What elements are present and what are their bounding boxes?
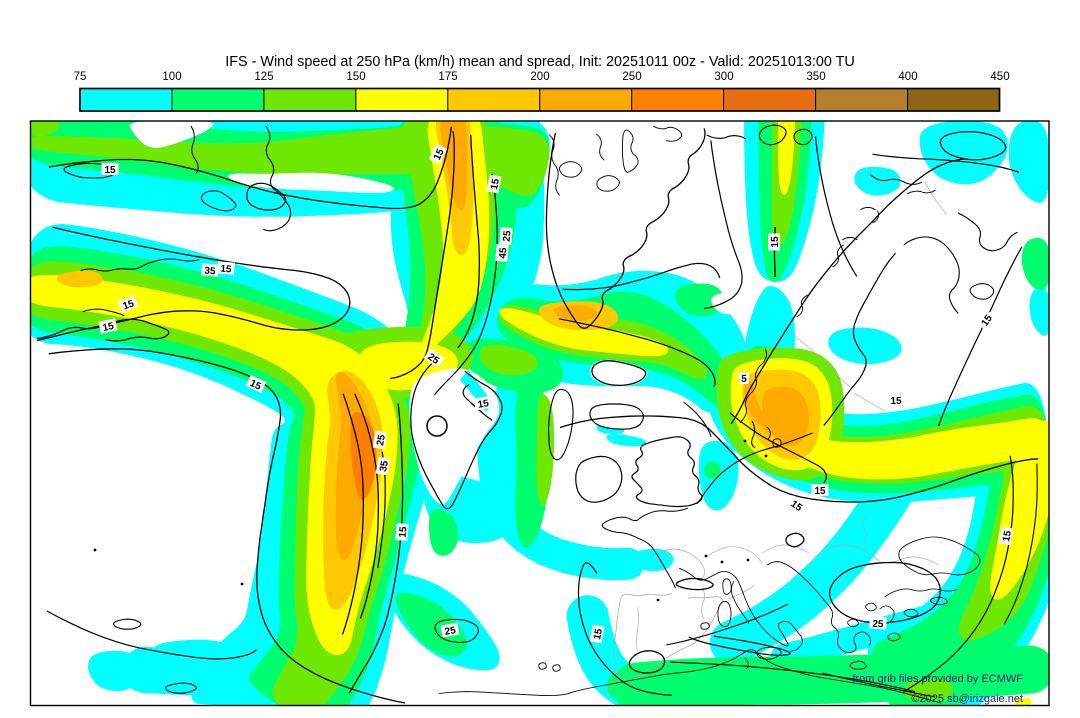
svg-text:25: 25: [444, 625, 457, 638]
svg-text:175: 175: [438, 71, 457, 83]
svg-text:150: 150: [346, 71, 365, 83]
svg-text:15: 15: [890, 396, 902, 407]
svg-text:15: 15: [220, 264, 232, 276]
svg-text:15: 15: [1001, 529, 1014, 542]
svg-text:15: 15: [770, 236, 781, 248]
svg-text:15: 15: [814, 486, 826, 497]
svg-text:from grib files provided by EC: from grib files provided by ECMWF: [852, 673, 1023, 685]
svg-text:100: 100: [162, 71, 181, 83]
svg-text:15: 15: [104, 165, 116, 176]
svg-text:300: 300: [714, 71, 733, 83]
svg-text:35: 35: [204, 266, 216, 278]
svg-text:15: 15: [121, 298, 135, 312]
svg-text:©2025 sb@irizgale.net: ©2025 sb@irizgale.net: [911, 693, 1023, 705]
svg-text:15: 15: [489, 177, 502, 190]
svg-text:350: 350: [806, 71, 825, 83]
svg-text:15: 15: [248, 378, 263, 393]
svg-text:15: 15: [102, 321, 116, 334]
svg-text:IFS - Wind speed at 250 hPa (k: IFS - Wind speed at 250 hPa (km/h) mean …: [225, 54, 855, 70]
svg-text:15: 15: [592, 627, 605, 640]
svg-text:15: 15: [398, 526, 410, 538]
svg-text:25: 25: [502, 230, 514, 242]
svg-text:15: 15: [432, 147, 447, 162]
svg-text:250: 250: [622, 71, 641, 83]
svg-text:75: 75: [74, 71, 87, 83]
svg-text:450: 450: [990, 71, 1009, 83]
svg-text:25: 25: [375, 433, 388, 446]
svg-text:45: 45: [498, 247, 510, 259]
svg-text:400: 400: [898, 71, 917, 83]
svg-text:35: 35: [378, 459, 391, 472]
svg-text:200: 200: [530, 71, 549, 83]
svg-text:25: 25: [872, 619, 884, 631]
svg-text:15: 15: [477, 398, 490, 411]
svg-text:125: 125: [254, 71, 273, 83]
svg-text:5: 5: [741, 374, 747, 385]
